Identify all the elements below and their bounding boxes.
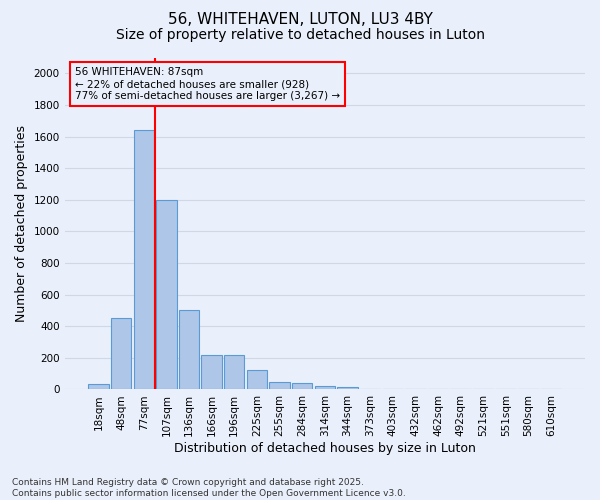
Text: Size of property relative to detached houses in Luton: Size of property relative to detached ho… [115,28,485,42]
Bar [202,354,222,390]
Bar [134,130,154,390]
Bar [179,310,199,390]
Bar [247,370,267,390]
Bar [269,382,290,390]
Bar [88,384,109,390]
Y-axis label: Number of detached properties: Number of detached properties [15,125,28,322]
Bar [337,386,358,390]
X-axis label: Distribution of detached houses by size in Luton: Distribution of detached houses by size … [174,442,476,455]
Text: 56, WHITEHAVEN, LUTON, LU3 4BY: 56, WHITEHAVEN, LUTON, LU3 4BY [167,12,433,28]
Bar [292,383,313,390]
Bar [314,386,335,390]
Bar [224,354,244,390]
Bar [111,318,131,390]
Text: Contains HM Land Registry data © Crown copyright and database right 2025.
Contai: Contains HM Land Registry data © Crown c… [12,478,406,498]
Bar [156,200,176,390]
Text: 56 WHITEHAVEN: 87sqm
← 22% of detached houses are smaller (928)
77% of semi-deta: 56 WHITEHAVEN: 87sqm ← 22% of detached h… [75,68,340,100]
